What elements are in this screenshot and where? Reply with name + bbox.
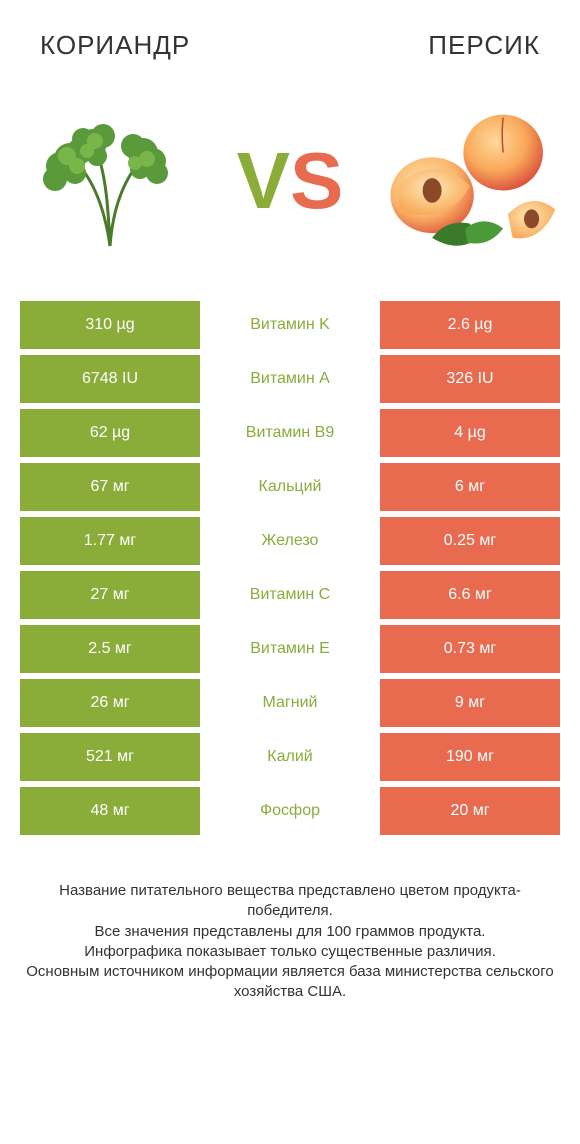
table-row: 2.5 мгВитамин E0.73 мг: [20, 625, 560, 673]
cell-left: 1.77 мг: [20, 517, 200, 565]
table-row: 62 µgВитамин B94 µg: [20, 409, 560, 457]
footer-line: Основным источником информации является …: [25, 962, 555, 1003]
cell-nutrient: Витамин A: [200, 355, 380, 403]
cell-right: 6 мг: [380, 463, 560, 511]
title-left: КОРИАНДР: [40, 30, 190, 61]
cell-right: 326 IU: [380, 355, 560, 403]
cell-left: 6748 IU: [20, 355, 200, 403]
footer: Название питательного вещества представл…: [0, 841, 580, 1003]
cell-nutrient: Кальций: [200, 463, 380, 511]
cell-right: 9 мг: [380, 679, 560, 727]
cell-right: 190 мг: [380, 733, 560, 781]
cell-left: 27 мг: [20, 571, 200, 619]
vs-label: VS: [237, 135, 344, 227]
title-right: ПЕРСИК: [428, 30, 540, 61]
cell-left: 2.5 мг: [20, 625, 200, 673]
table-row: 310 µgВитамин K2.6 µg: [20, 301, 560, 349]
cell-right: 20 мг: [380, 787, 560, 835]
comparison-table: 310 µgВитамин K2.6 µg 6748 IUВитамин A326…: [0, 301, 580, 835]
cell-nutrient: Фосфор: [200, 787, 380, 835]
table-row: 1.77 мгЖелезо0.25 мг: [20, 517, 560, 565]
cell-left: 310 µg: [20, 301, 200, 349]
cell-nutrient: Витамин C: [200, 571, 380, 619]
peach-image: [380, 91, 560, 271]
table-row: 67 мгКальций6 мг: [20, 463, 560, 511]
cell-right: 0.25 мг: [380, 517, 560, 565]
table-row: 521 мгКалий190 мг: [20, 733, 560, 781]
cell-right: 2.6 µg: [380, 301, 560, 349]
cell-nutrient: Магний: [200, 679, 380, 727]
table-row: 27 мгВитамин C6.6 мг: [20, 571, 560, 619]
table-row: 48 мгФосфор20 мг: [20, 787, 560, 835]
coriander-image: [20, 91, 200, 271]
vs-v: V: [237, 135, 290, 227]
cell-left: 67 мг: [20, 463, 200, 511]
cell-left: 521 мг: [20, 733, 200, 781]
cell-nutrient: Железо: [200, 517, 380, 565]
table-row: 6748 IUВитамин A326 IU: [20, 355, 560, 403]
cell-left: 26 мг: [20, 679, 200, 727]
cell-nutrient: Витамин E: [200, 625, 380, 673]
footer-line: Название питательного вещества представл…: [25, 881, 555, 922]
hero: VS: [0, 71, 580, 301]
cell-left: 48 мг: [20, 787, 200, 835]
cell-nutrient: Витамин B9: [200, 409, 380, 457]
header: КОРИАНДР ПЕРСИК: [0, 0, 580, 71]
cell-nutrient: Калий: [200, 733, 380, 781]
cell-right: 4 µg: [380, 409, 560, 457]
footer-line: Все значения представлены для 100 граммо…: [25, 922, 555, 942]
cell-nutrient: Витамин K: [200, 301, 380, 349]
footer-line: Инфографика показывает только существенн…: [25, 942, 555, 962]
vs-s: S: [290, 135, 343, 227]
cell-right: 0.73 мг: [380, 625, 560, 673]
cell-left: 62 µg: [20, 409, 200, 457]
cell-right: 6.6 мг: [380, 571, 560, 619]
table-row: 26 мгМагний9 мг: [20, 679, 560, 727]
